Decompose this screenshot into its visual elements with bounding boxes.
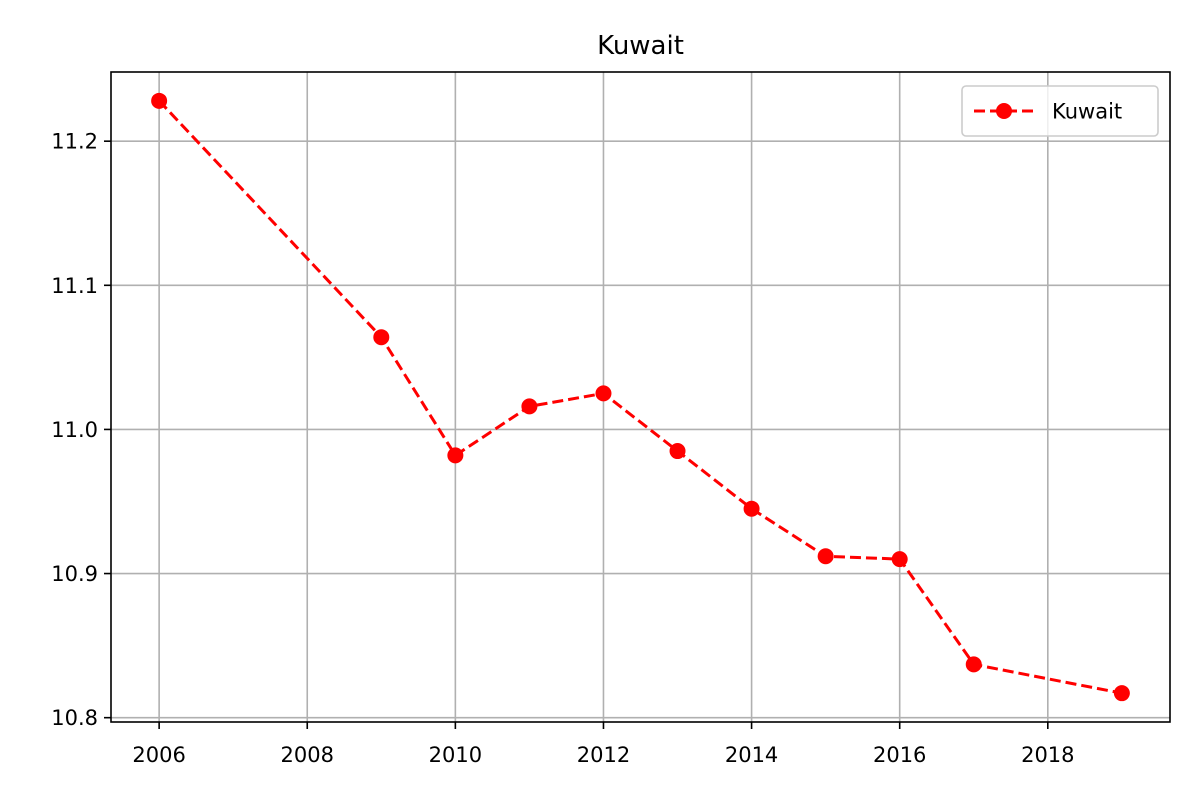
y-tick-label: 10.9 <box>51 562 98 586</box>
x-tick-label: 2006 <box>132 743 185 767</box>
data-point <box>891 551 908 568</box>
x-tick-label: 2016 <box>873 743 926 767</box>
data-point <box>373 329 390 346</box>
data-point <box>669 443 686 460</box>
legend-box <box>961 85 1159 137</box>
x-tick-label: 2008 <box>281 743 334 767</box>
x-tick-label: 2010 <box>429 743 482 767</box>
data-point <box>521 398 538 415</box>
legend: Kuwait <box>961 85 1159 137</box>
series-layer <box>151 92 1130 702</box>
data-point <box>595 385 612 402</box>
data-point <box>1113 685 1130 702</box>
data-point <box>151 92 168 109</box>
data-point <box>965 656 982 673</box>
data-point <box>817 548 834 565</box>
y-tick-label: 11.0 <box>51 418 98 442</box>
y-tick-label: 11.2 <box>51 130 98 154</box>
grid <box>111 72 1170 722</box>
data-point <box>743 500 760 517</box>
x-tick-label: 2012 <box>577 743 630 767</box>
x-tick-label: 2018 <box>1021 743 1074 767</box>
plot-area-frame <box>110 71 1171 723</box>
x-tick-label: 2014 <box>725 743 778 767</box>
y-tick-label: 11.1 <box>51 274 98 298</box>
legend-marker <box>996 103 1012 119</box>
data-point <box>447 447 464 464</box>
y-tick-label: 10.8 <box>51 706 98 730</box>
axis-ticks: 2006 2008 2010 2012 2014 2016 2018 10.8 10.9 11.0… <box>51 130 1074 767</box>
chart-title: Kuwait <box>597 31 684 61</box>
legend-label: Kuwait <box>1052 100 1122 124</box>
